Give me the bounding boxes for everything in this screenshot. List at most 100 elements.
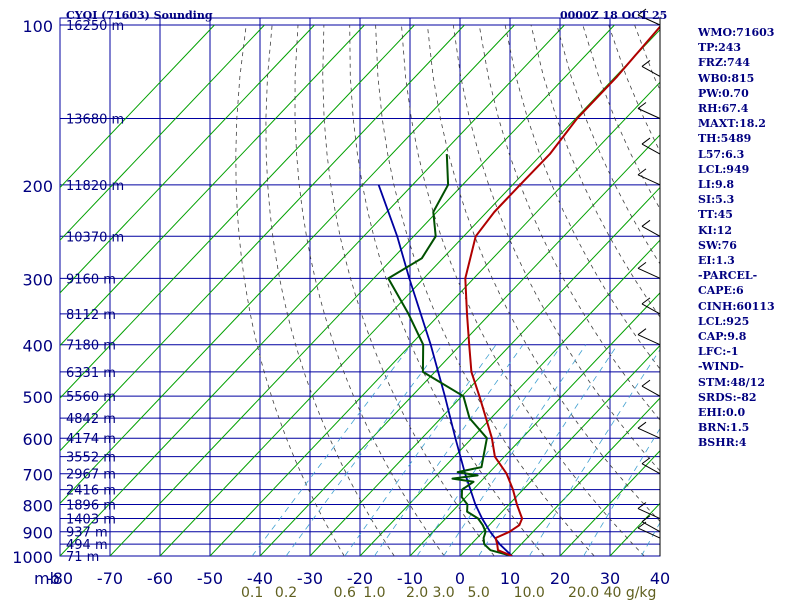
index-row: FRZ:744 <box>698 56 751 70</box>
wind-barb-feather <box>641 515 651 523</box>
isotherm-line <box>60 24 565 556</box>
isotherm-line <box>409 292 660 556</box>
dry-adiabat-line <box>349 24 545 556</box>
height-label: 937 m <box>66 526 108 541</box>
index-row: TP:243 <box>698 41 742 55</box>
index-row: WMO:71603 <box>698 26 775 39</box>
wind-barb-feather <box>637 421 647 429</box>
index-row: SI:5.3 <box>698 193 735 207</box>
height-label: 5560 m <box>66 390 116 405</box>
pressure-axis-label: 100 <box>22 17 53 36</box>
mixing-ratio-line <box>374 344 524 556</box>
wind-barb <box>641 385 661 397</box>
wind-barb-feather <box>641 379 651 387</box>
mixing-ratio-label: 2.0 <box>406 585 428 600</box>
temperature-tick-label: 20 <box>550 569 570 588</box>
pressure-axis-label: 500 <box>22 388 53 407</box>
dry-adiabat-line <box>294 24 445 556</box>
height-label: 6331 m <box>66 366 116 381</box>
wind-barb <box>637 427 661 439</box>
profile-layer <box>377 25 660 556</box>
mixing-ratio-label: 10.0 <box>514 585 545 600</box>
height-label: 9160 m <box>66 272 116 287</box>
mixing-ratio-label: 1.0 <box>363 585 385 600</box>
index-row: EI:1.3 <box>698 254 735 268</box>
pressure-axis-label: 200 <box>22 177 53 196</box>
height-label: 71 m <box>66 550 99 565</box>
index-row: RH:67.4 <box>698 102 749 116</box>
index-row: WB0:815 <box>698 71 755 85</box>
mixing-ratio-label: 0.1 <box>241 585 263 600</box>
wind-barb-feather <box>641 297 651 305</box>
dry-adiabat-line <box>478 24 660 421</box>
mixing-ratio-label: 3.0 <box>432 585 454 600</box>
temperature-tick-label: -50 <box>197 569 223 588</box>
temperature-tick-label: -60 <box>147 569 173 588</box>
temperature-tick-label: -20 <box>347 569 373 588</box>
isotherm-line <box>60 24 465 452</box>
dry-adiabat-line <box>265 24 395 556</box>
height-label: 4842 m <box>66 412 116 427</box>
isotherm-line <box>60 24 415 399</box>
mixing-ratio-line <box>251 344 412 556</box>
height-label: 7180 m <box>66 339 116 354</box>
wind-barb-feather <box>641 60 651 67</box>
height-label: 2416 m <box>66 484 116 499</box>
pressure-axis-label: 300 <box>22 270 53 289</box>
index-row: LCL:925 <box>698 314 750 328</box>
mixing-ratio-label: 40 g/kg <box>604 585 657 600</box>
time-title: 0000Z 18 OCT 25 <box>560 9 668 22</box>
isotherm-line <box>60 24 365 347</box>
index-row: -WIND- <box>698 360 744 374</box>
wind-barb <box>641 303 661 315</box>
dry-adiabat-line <box>375 24 595 556</box>
height-label: 1896 m <box>66 499 116 514</box>
dry-adiabat-line <box>401 24 645 556</box>
temperature-tick-label: 10 <box>500 569 520 588</box>
dry-adiabat-line <box>556 24 660 265</box>
wind-barb <box>637 14 661 26</box>
height-label: 16250 m <box>66 19 124 34</box>
height-label: 1403 m <box>66 513 116 528</box>
wind-barb-feather <box>637 102 647 109</box>
index-row: CINH:60113 <box>698 299 775 313</box>
mixing-ratio-line <box>344 344 497 556</box>
isotherm-line <box>309 186 660 556</box>
isotherm-line <box>60 24 515 505</box>
index-row: TT:45 <box>698 208 733 222</box>
wind-barb <box>641 463 661 475</box>
wind-barb-feather <box>641 137 651 145</box>
index-row: -PARCEL- <box>698 269 758 283</box>
wind-barb-feather <box>637 521 647 529</box>
isotherm-line <box>509 397 660 556</box>
mixing-ratio-line <box>641 521 660 556</box>
index-row: STM:48/12 <box>698 375 765 389</box>
dewpoint-line <box>387 154 513 556</box>
index-row: LCL:949 <box>698 162 750 176</box>
index-row: LFC:-1 <box>698 345 739 359</box>
wind-barb <box>641 143 661 155</box>
adiabat-layer <box>60 24 660 556</box>
mixing-ratio-label: 5.0 <box>467 585 489 600</box>
index-row: LI:9.8 <box>698 178 735 192</box>
pressure-axis-label: 900 <box>22 524 53 543</box>
isotherm-line <box>60 24 265 241</box>
station-title: CYQI (71603) Sounding <box>66 9 213 22</box>
index-row: BRN:1.5 <box>698 421 750 435</box>
mixing-ratio-label: 0.6 <box>334 585 356 600</box>
wind-barb <box>637 267 661 279</box>
height-label: 11820 m <box>66 179 124 194</box>
height-label: 494 m <box>66 538 108 553</box>
pressure-axis-label: 400 <box>22 337 53 356</box>
temperature-tick-label: 40 <box>650 569 670 588</box>
height-label: 10370 m <box>66 230 124 245</box>
mixing-ratio-line <box>478 344 618 556</box>
temperature-line <box>464 25 660 556</box>
index-row: MAXT:18.2 <box>698 117 766 131</box>
isotherm-line <box>559 450 660 556</box>
x-axis-unit-label: mb <box>34 569 60 588</box>
mixing-ratio-line <box>443 344 587 556</box>
index-row: SRDS:-82 <box>698 390 757 404</box>
pressure-axis-label: 800 <box>22 497 53 516</box>
